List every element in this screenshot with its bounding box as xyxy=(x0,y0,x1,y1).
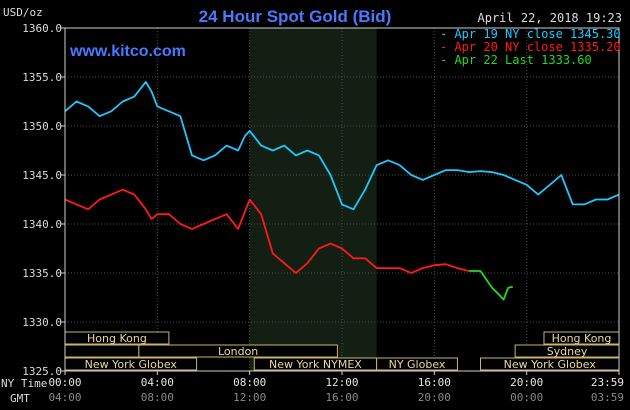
x-tick-label-ny-0: 00:00 xyxy=(48,376,81,389)
session-row2-box-0 xyxy=(64,344,140,358)
x-axis-ticks: 00:00 04:00 04:00 08:00 08:00 12:00 12:00 16:00… xyxy=(48,371,624,404)
legend-item-apr19: - Apr 19 NY close 1345.30 xyxy=(440,27,621,41)
y-tick-label-5: 1350.0 xyxy=(22,120,62,133)
x-tick-label-gmt-3: 16:00 xyxy=(325,391,358,404)
session-row1-label-0: Hong Kong xyxy=(87,332,147,345)
y-tick-label-3: 1340.0 xyxy=(22,218,62,231)
session-row3-label-1: New York NYMEX xyxy=(269,358,362,371)
session-row2-label-2: Sydney xyxy=(547,345,588,358)
gmt-label: GMT xyxy=(10,392,30,405)
y-tick-label-7: 1360.0 xyxy=(22,22,62,35)
x-tick-label-gmt-4: 20:00 xyxy=(418,391,451,404)
shade-range-0 xyxy=(249,28,377,371)
x-tick-label-ny-6: 23:59 xyxy=(591,376,624,389)
y-axis-ticks: 1325.0 1330.0 1335.0 1340.0 1345.0 1350.0 1355… xyxy=(22,22,65,378)
session-row3-label-2: NY Globex xyxy=(389,358,446,371)
session-row3-box-2 xyxy=(376,357,458,371)
legend-item-apr20: - Apr 20 NY close 1335.20 xyxy=(440,40,621,54)
x-tick-label-ny-2: 08:00 xyxy=(233,376,266,389)
y-tick-label-2: 1335.0 xyxy=(22,267,62,280)
session-row2-box-1 xyxy=(138,344,338,358)
session-row3-label-3: New York Globex xyxy=(504,358,597,371)
x-tick-label-ny-5: 20:00 xyxy=(510,376,543,389)
series-line-1 xyxy=(64,188,470,274)
legend: - Apr 19 NY close 1345.30 - Apr 20 NY cl… xyxy=(440,27,621,67)
x-tick-label-ny-3: 12:00 xyxy=(325,376,358,389)
ny-time-label: NY Time xyxy=(1,377,47,390)
session-row2-label-1: London xyxy=(218,345,258,358)
website-label: www.kitco.com xyxy=(69,43,186,60)
x-tick-label-gmt-5: 00:00 xyxy=(510,391,543,404)
market-hours-shading xyxy=(249,28,377,371)
x-tick-label-ny-4: 16:00 xyxy=(418,376,451,389)
y-tick-label-4: 1345.0 xyxy=(22,169,62,182)
series-lines xyxy=(64,81,620,301)
y-axis-unit: USD/oz xyxy=(3,6,43,19)
session-row1-label-1: Hong Kong xyxy=(552,332,612,345)
x-tick-label-ny-1: 04:00 xyxy=(141,376,174,389)
x-tick-label-gmt-2: 12:00 xyxy=(233,391,266,404)
series-line-2 xyxy=(469,270,513,301)
x-tick-label-gmt-1: 08:00 xyxy=(141,391,174,404)
y-tick-label-6: 1355.0 xyxy=(22,71,62,84)
chart-title: 24 Hour Spot Gold (Bid) xyxy=(199,7,392,26)
chart-date: April 22, 2018 19:23 xyxy=(478,11,623,25)
legend-item-apr22: - Apr 22 Last 1333.60 xyxy=(440,53,592,67)
x-tick-label-gmt-6: 03:59 xyxy=(591,391,624,404)
series-line-0 xyxy=(64,81,620,211)
session-row3-label-0: New York Globex xyxy=(85,358,178,371)
x-tick-label-gmt-0: 04:00 xyxy=(48,391,81,404)
y-tick-label-1: 1330.0 xyxy=(22,316,62,329)
y-tick-label-0: 1325.0 xyxy=(22,365,62,378)
